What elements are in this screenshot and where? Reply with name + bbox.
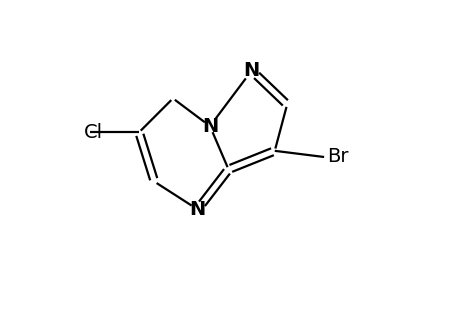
Text: Cl: Cl — [84, 123, 103, 142]
Text: N: N — [202, 117, 218, 136]
Text: N: N — [190, 200, 206, 219]
Text: Br: Br — [327, 148, 349, 166]
Text: N: N — [244, 61, 260, 80]
